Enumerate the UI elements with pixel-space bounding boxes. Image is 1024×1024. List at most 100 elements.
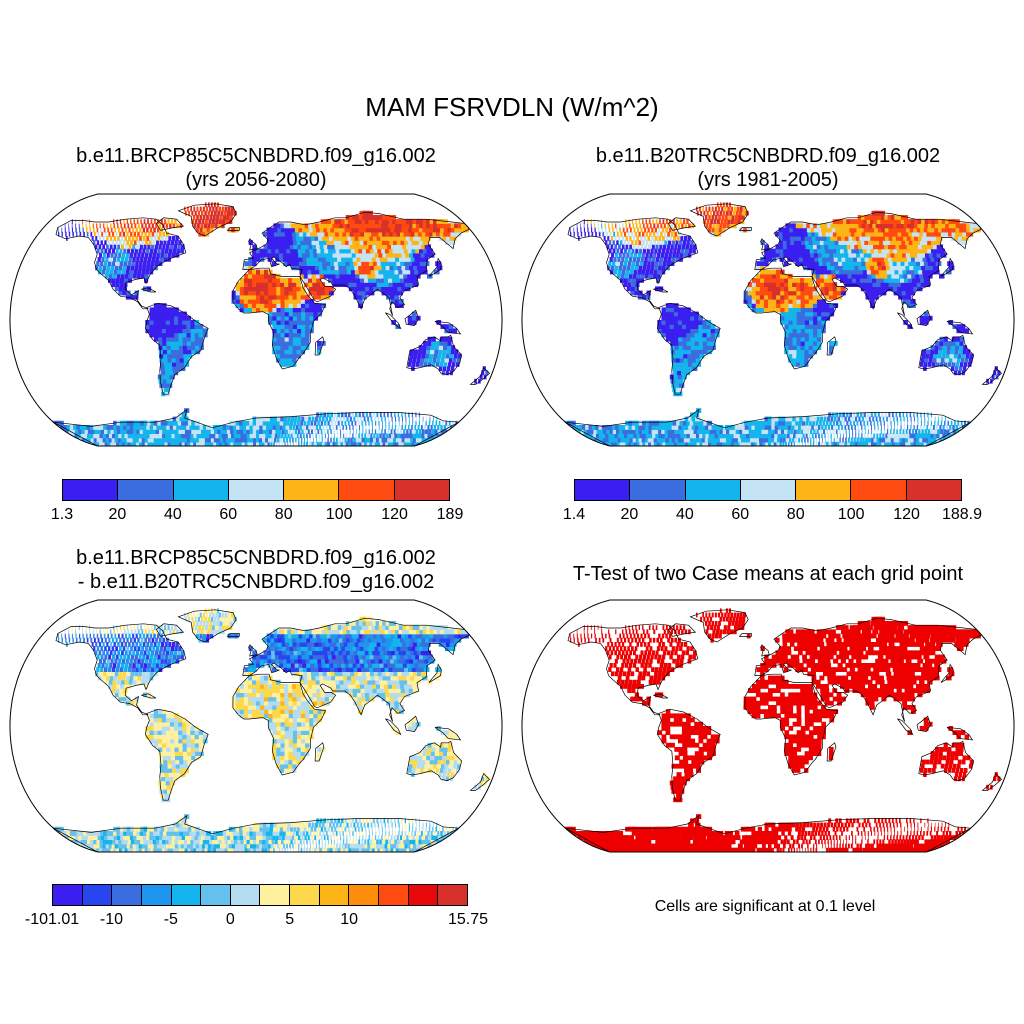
grid-cell [804,236,810,241]
grid-cell [573,227,575,233]
grid-cell [425,420,427,426]
grid-cell [785,441,787,446]
grid-cell [825,315,831,321]
grid-cell [297,223,303,229]
grid-cell [812,420,816,426]
grid-cell [677,324,683,329]
grid-cell [390,269,396,275]
grid-cell [310,257,315,262]
grid-cell [318,433,320,439]
grid-cell [895,227,902,233]
grid-cell [861,429,863,434]
grid-cell [346,231,352,237]
grid-cell [123,223,126,229]
grid-cell [436,320,442,325]
grid-cell [796,315,802,321]
grid-cell [336,278,341,283]
grid-cell [877,290,883,296]
grid-cell [653,223,656,229]
grid-cell [804,307,810,313]
grid-cell [838,240,844,245]
grid-cell [919,320,925,325]
grid-cell [323,429,326,434]
grid-cell [352,282,358,287]
grid-cell [891,433,894,439]
grid-cell [413,265,419,271]
grid-cell [647,236,651,241]
grid-cell [846,265,852,271]
grid-cell [403,231,411,237]
grid-cell [235,303,241,308]
grid-cell [287,441,289,446]
grid-cell [940,252,947,258]
grid-cell [607,265,611,271]
grid-cell [842,265,848,271]
grid-cell [207,210,211,216]
grid-cell [392,420,393,426]
grid-cell [962,366,967,371]
grid-cell [760,265,765,271]
grid-cell [622,252,626,258]
grid-cell [372,425,373,430]
grid-cell [811,425,814,430]
grid-cell [375,437,380,443]
grid-cell [919,248,926,254]
grid-cell [131,236,135,241]
grid-cell [284,282,289,287]
grid-cell [841,236,847,241]
grid-cell [288,236,294,241]
grid-cell [295,425,299,430]
grid-cell [907,273,913,279]
grid-cell [815,420,819,426]
grid-cell [950,420,953,426]
grid-cell [694,336,700,342]
grid-cell [307,236,313,241]
grid-cell [775,231,780,237]
grid-cell [115,248,119,254]
grid-cell [807,265,813,271]
grid-cell [900,278,906,283]
grid-cell [298,261,304,266]
grid-cell [950,345,955,350]
grid-cell [931,248,938,254]
grid-cell [663,257,668,262]
grid-cell [828,349,834,355]
grid-cell [725,437,732,443]
grid-cell [209,215,213,220]
grid-cell [658,265,662,271]
grid-cell [401,252,408,258]
grid-cell [381,437,386,443]
grid-cell [264,282,269,287]
grid-cell [926,425,929,430]
grid-cell [833,303,839,308]
grid-cell [238,437,243,443]
grid-cell [178,332,184,338]
grid-cell [174,240,178,245]
grid-cell [610,244,614,250]
grid-cell [362,425,364,430]
grid-cell [198,324,204,329]
grid-cell [780,315,785,321]
grid-cell [264,299,269,304]
panel-2-title: b.e11.B20TRC5CNBDRD.f09_g16.002 (yrs 198… [518,144,1018,192]
grid-cell [241,437,246,443]
grid-cell [786,244,792,250]
grid-cell [259,420,264,426]
grid-cell [319,269,325,275]
grid-cell [291,429,295,434]
grid-cell [665,248,670,254]
grid-cell [120,257,125,262]
grid-cell [836,290,842,296]
grid-cell [823,441,826,446]
grid-cell [418,240,426,245]
grid-cell [669,311,675,317]
grid-cell [940,362,944,367]
grid-cell [841,441,846,446]
grid-cell [905,429,908,434]
grid-cell [143,420,151,426]
grid-cell [344,252,350,258]
grid-cell [843,248,849,254]
grid-cell [409,244,416,250]
grid-cell [304,299,310,304]
grid-cell [402,416,403,422]
